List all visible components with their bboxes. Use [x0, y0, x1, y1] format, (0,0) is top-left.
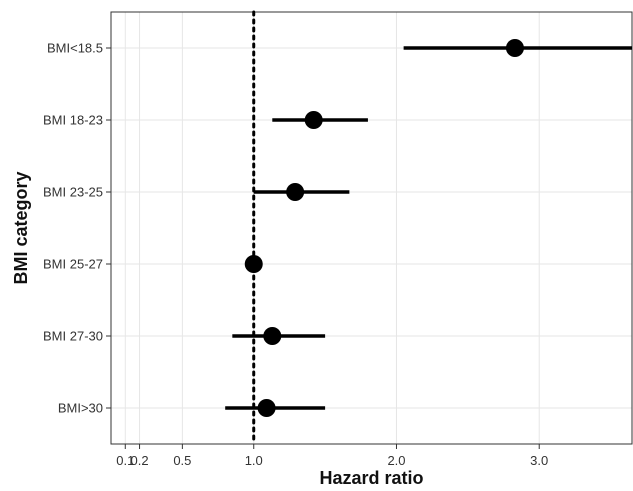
axes: 0.10.2 0.5 1.0 2.0 3.0 BMI<18.5 BMI 18-23 BMI 2… — [43, 41, 548, 469]
x-axis-title: Hazard ratio — [319, 468, 423, 488]
y-tick-label: BMI 18-23 — [43, 113, 103, 128]
estimate-point — [505, 39, 524, 57]
estimate-point — [304, 111, 323, 129]
estimate-point — [257, 399, 276, 417]
x-tick-label: 0.2 — [131, 453, 149, 468]
x-tick-label: 0.1 — [116, 453, 134, 468]
y-tick-label: BMI>30 — [58, 401, 103, 416]
confidence-intervals — [225, 46, 632, 410]
y-tick-label: BMI 25-27 — [43, 257, 103, 272]
x-tick-label: 1.0 — [245, 453, 263, 468]
y-tick-label: BMI<18.5 — [47, 41, 103, 56]
y-axis-title: BMI category — [11, 171, 31, 284]
x-tick-label: 0.5 — [173, 453, 191, 468]
x-tick-label: 2.0 — [387, 453, 405, 468]
estimate-point — [263, 327, 282, 345]
gridlines — [111, 12, 632, 444]
plot-panel-border — [110, 11, 633, 445]
estimate-point — [244, 255, 263, 273]
estimate-point — [286, 183, 305, 201]
y-tick-label: BMI 23-25 — [43, 185, 103, 200]
point-estimates — [244, 39, 524, 417]
x-tick-label: 3.0 — [530, 453, 548, 468]
y-tick-label: BMI 27-30 — [43, 329, 103, 344]
